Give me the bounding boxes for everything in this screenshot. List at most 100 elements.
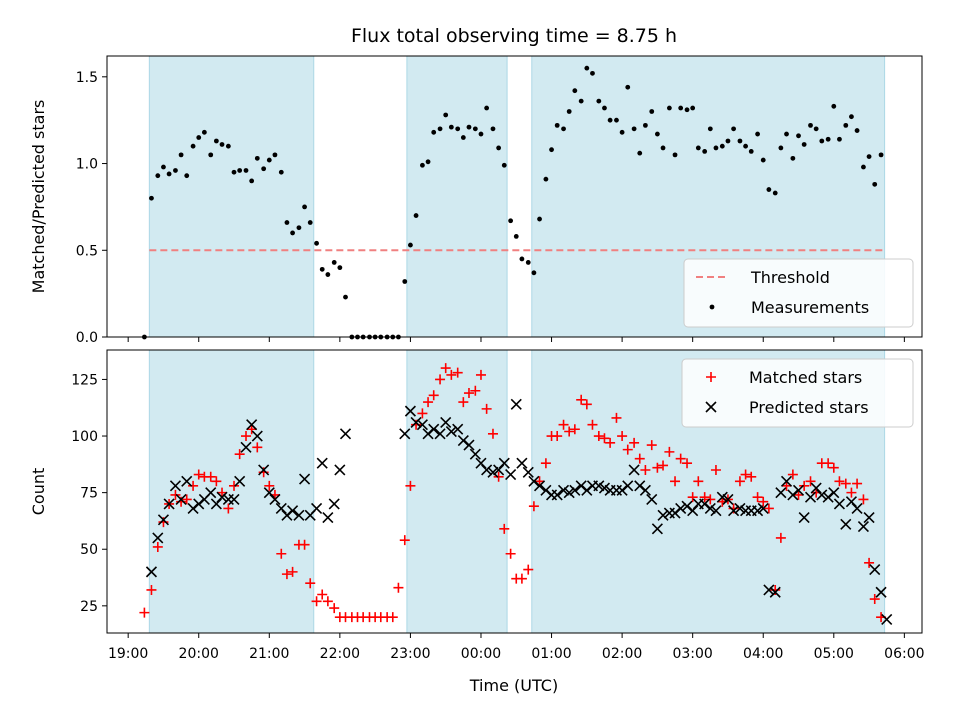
data-point [445,425,457,438]
data-point [452,423,464,435]
y-tick-label: 0.5 [76,243,98,259]
data-point [863,511,875,524]
data-point [302,204,307,210]
data-point [448,124,454,130]
data-point [217,487,228,498]
data-point [213,138,219,144]
data-point [687,492,698,503]
data-point [290,230,295,236]
data-point [670,476,681,487]
data-point [602,105,607,111]
data-point [660,145,666,151]
data-point [251,430,263,442]
data-point [664,446,675,457]
data-point [652,462,663,473]
legend-box [681,358,914,428]
data-point [728,505,740,517]
data-point [816,489,828,501]
data-point [719,143,725,149]
y-tick-label: 0.0 [76,330,98,346]
legend: Threshold Measurements [683,258,914,328]
data-point [808,122,813,128]
y-tick-label: 50 [80,542,98,558]
data-point [622,480,634,492]
data-point [769,586,781,598]
data-point [408,242,413,248]
data-point [702,149,708,154]
legend-predicted-swatch [705,401,717,413]
data-point [578,98,584,104]
data-point [466,124,472,130]
data-point [311,502,323,515]
chart-title: Flux total observing time = 8.75 h [351,25,677,47]
data-point [496,145,502,151]
data-point [173,168,178,173]
data-point [284,220,290,225]
data-point [593,480,605,492]
data-point [780,475,793,487]
data-point [834,476,845,487]
data-point [557,484,570,496]
data-point [787,469,798,480]
data-point [634,453,645,464]
x-tick-label: 01:00 [531,646,571,662]
data-point [551,489,563,501]
axes-frame [106,349,923,634]
y-tick-label: 100 [71,429,98,445]
data-point [431,129,437,135]
y-tick-label: 25 [80,599,98,615]
data-point [399,535,410,546]
y-tick-label: 125 [71,372,98,388]
data-point [293,509,305,521]
data-point [484,105,490,111]
axes-frame [106,55,923,338]
data-point [581,399,592,410]
data-point [328,498,340,510]
data-point [854,128,860,133]
data-point [801,142,807,147]
data-point [640,464,651,475]
data-point [487,466,499,478]
data-point [493,471,504,482]
data-point [682,458,693,469]
observing-interval-shade [148,349,315,634]
x-tick-label: 03:00 [672,646,712,662]
data-point [264,480,275,491]
data-point [229,480,240,491]
data-point [266,157,272,163]
data-point [435,374,446,385]
data-point [404,405,416,417]
data-point [740,469,751,480]
data-point [587,419,598,430]
data-point [658,460,669,471]
data-point [246,419,258,431]
data-point [731,126,736,132]
data-point [537,216,542,222]
data-point [563,487,575,499]
data-point [470,385,481,396]
data-point [413,213,419,218]
data-point [843,122,849,128]
legend-box [683,258,914,328]
data-point [263,487,275,499]
data-point [746,471,757,482]
data-point [828,462,839,473]
data-point [523,564,534,575]
data-point [596,98,602,104]
data-point [757,502,769,515]
data-point [481,464,493,476]
data-point [343,294,348,300]
data-point [420,162,425,168]
observing-interval-shade [406,55,508,338]
data-point [704,502,716,515]
data-point [410,416,422,429]
x-tick-label: 22:00 [320,646,360,662]
data-point [287,505,299,517]
data-point [722,493,734,505]
data-point [516,573,527,584]
data-point [237,168,243,173]
data-point [666,105,672,111]
data-point [490,126,496,132]
data-point [639,484,651,496]
data-point [387,612,398,623]
